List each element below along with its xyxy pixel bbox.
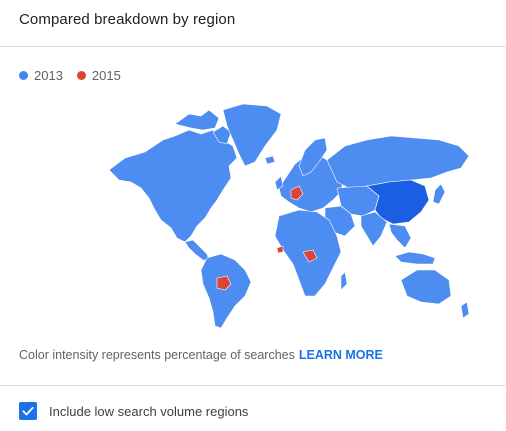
map-region-indonesia[interactable]: [394, 251, 436, 265]
map-region-baffin[interactable]: [212, 125, 232, 145]
map-region-russia[interactable]: [326, 135, 470, 189]
footer-divider: [0, 385, 506, 386]
map-region-south-america[interactable]: [200, 253, 252, 329]
map-region-iceland[interactable]: [264, 155, 276, 165]
map-region-china[interactable]: [366, 179, 430, 225]
header-divider: [0, 46, 506, 47]
map-region-arctic-islands[interactable]: [174, 109, 220, 131]
map-region-central-america[interactable]: [184, 239, 210, 261]
world-map-svg: [108, 103, 470, 329]
card-title: Compared breakdown by region: [19, 11, 236, 28]
legend-item-2013[interactable]: 2013: [19, 68, 63, 83]
map-region-bolivia[interactable]: [216, 275, 232, 291]
legend: 2013 2015: [19, 68, 135, 83]
learn-more-link[interactable]: LEARN MORE: [298, 348, 383, 362]
map-region-uk[interactable]: [274, 175, 284, 191]
map-region-southeast-asia[interactable]: [388, 223, 412, 249]
include-low-volume-label: Include low search volume regions: [49, 403, 249, 419]
world-map[interactable]: [105, 100, 475, 332]
map-region-japan[interactable]: [432, 183, 446, 205]
map-region-sierra-leone[interactable]: [276, 245, 284, 254]
check-icon: [22, 406, 34, 416]
map-region-germany[interactable]: [290, 185, 304, 201]
map-region-india[interactable]: [360, 211, 388, 247]
map-region-north-america[interactable]: [108, 129, 238, 243]
map-region-madagascar[interactable]: [340, 271, 348, 291]
caption-text: Color intensity represents percentage of…: [19, 348, 295, 362]
map-region-new-zealand[interactable]: [460, 301, 470, 319]
map-region-australia[interactable]: [400, 269, 452, 305]
map-region-greenland[interactable]: [222, 103, 282, 167]
legend-label-2013: 2013: [34, 68, 63, 83]
include-low-volume-checkbox[interactable]: [19, 402, 37, 420]
map-region-central-africa[interactable]: [302, 249, 318, 263]
include-low-volume-option[interactable]: Include low search volume regions: [19, 402, 248, 420]
legend-item-2015[interactable]: 2015: [76, 68, 121, 83]
legend-dot-2015: [76, 71, 86, 80]
legend-label-2015: 2015: [91, 68, 121, 83]
map-caption: Color intensity represents percentage of…: [19, 348, 383, 362]
legend-dot-2013: [19, 71, 28, 80]
map-region-scandinavia[interactable]: [298, 137, 328, 177]
